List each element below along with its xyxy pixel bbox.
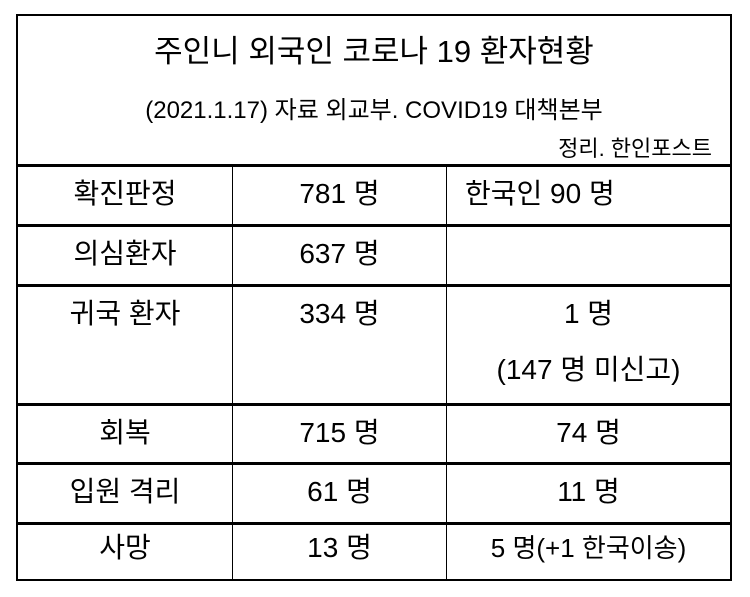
row-label: 확진판정 [18, 167, 233, 224]
table-header: 주인니 외국인 코로나 19 환자현황 (2021.1.17) 자료 외교부. … [18, 16, 730, 167]
table-row: 의심환자 637 명 [18, 227, 730, 287]
table-row: 입원 격리 61 명 11 명 [18, 465, 730, 525]
table-row: 확진판정 781 명 한국인 90 명 [18, 167, 730, 227]
row-total: 13 명 [233, 525, 447, 579]
row-korean: 11 명 [447, 465, 730, 522]
korean-note: (147 명 미신고) [496, 354, 681, 385]
korean-value: 한국인 90 명 [465, 178, 615, 209]
row-total: 61 명 [233, 465, 447, 522]
row-korean: 74 명 [447, 406, 730, 462]
covid-status-table: 주인니 외국인 코로나 19 환자현황 (2021.1.17) 자료 외교부. … [16, 14, 732, 581]
korean-value: 1 명 [563, 298, 614, 329]
row-total: 334 명 [233, 287, 447, 403]
row-total: 637 명 [233, 227, 447, 284]
korean-value: 5 명(+1 한국이송) [490, 533, 687, 563]
table-subtitle: (2021.1.17) 자료 외교부. COVID19 대책본부 [145, 97, 603, 124]
korean-value: 11 명 [557, 476, 620, 507]
row-label: 회복 [18, 406, 233, 462]
row-label: 의심환자 [18, 227, 233, 284]
row-korean: 한국인 90 명 [447, 167, 730, 224]
row-total: 715 명 [233, 406, 447, 462]
table-credit: 정리. 한인포스트 [558, 136, 712, 161]
row-label: 사망 [18, 525, 233, 579]
table-row: 회복 715 명 74 명 [18, 406, 730, 465]
row-korean: 1 명 (147 명 미신고) [447, 287, 730, 403]
row-total: 781 명 [233, 167, 447, 224]
korean-value: 74 명 [556, 417, 621, 448]
row-label: 귀국 환자 [18, 287, 233, 403]
row-label: 입원 격리 [18, 465, 233, 522]
table-row: 귀국 환자 334 명 1 명 (147 명 미신고) [18, 287, 730, 406]
table-row: 사망 13 명 5 명(+1 한국이송) [18, 525, 730, 579]
table-title: 주인니 외국인 코로나 19 환자현황 [154, 34, 594, 69]
row-korean [447, 227, 730, 284]
row-korean: 5 명(+1 한국이송) [447, 525, 730, 579]
